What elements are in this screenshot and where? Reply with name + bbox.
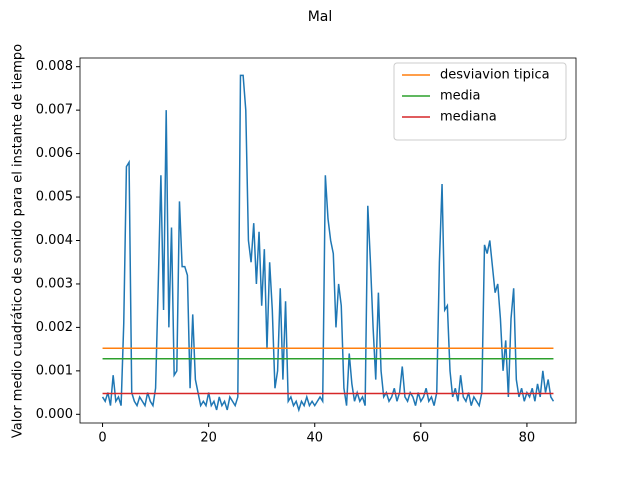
y-tick-label: 0.007: [36, 103, 73, 118]
y-tick-label: 0.002: [36, 320, 73, 335]
y-tick-label: 0.001: [36, 363, 73, 378]
legend-label: mediana: [440, 110, 497, 125]
legend-label: media: [440, 89, 481, 104]
y-tick-label: 0.003: [36, 276, 73, 291]
y-tick-label: 0.005: [36, 190, 73, 205]
legend-box: [393, 62, 567, 141]
y-axis-label: Valor medio cuadrático de sonido para el…: [11, 44, 26, 438]
y-tick-label: 0.000: [36, 407, 73, 422]
x-tick-label: 60: [413, 431, 430, 446]
x-tick-label: 0: [98, 431, 106, 446]
x-tick-label: 20: [200, 431, 217, 446]
legend-label: desviavion tipica: [440, 68, 550, 83]
data-line: [101, 74, 555, 413]
x-tick-label: 80: [519, 431, 536, 446]
y-tick-label: 0.008: [36, 59, 73, 74]
plot-frame: [79, 57, 577, 424]
y-tick-label: 0.006: [36, 146, 73, 161]
x-tick-label: 40: [306, 431, 323, 446]
chart-title: Mal: [308, 9, 333, 25]
y-tick-label: 0.004: [36, 233, 73, 248]
